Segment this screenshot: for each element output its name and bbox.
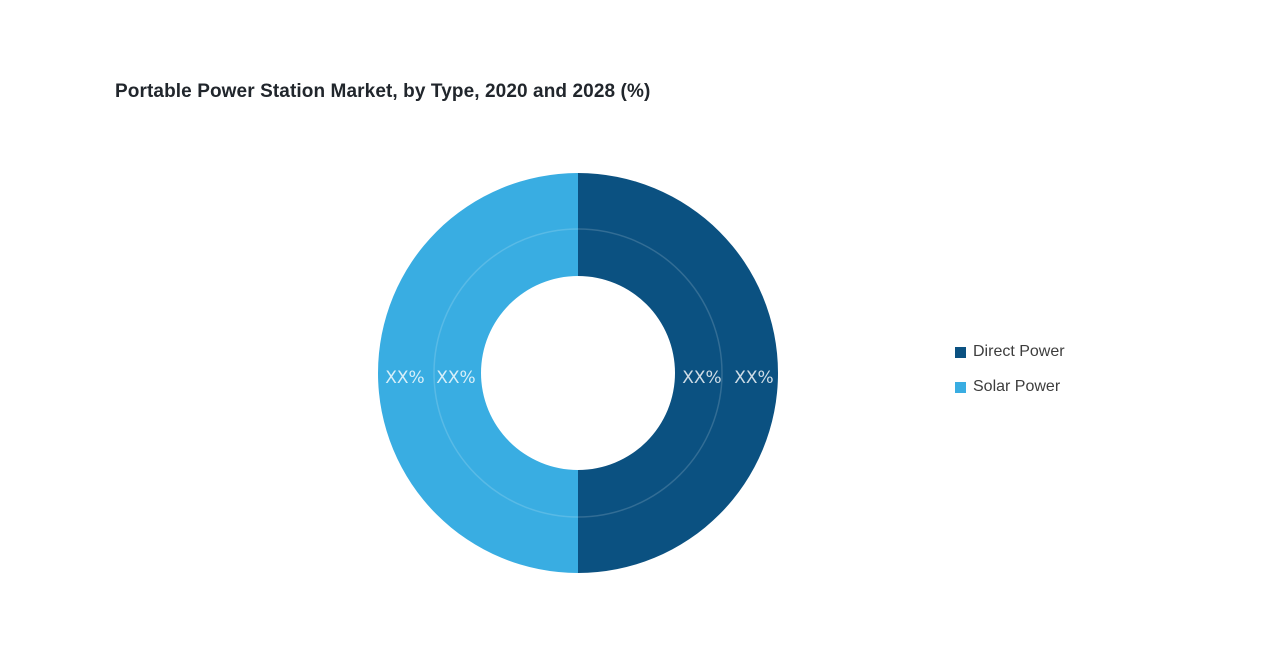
slice-label-inner-solar: XX% [436, 368, 475, 388]
slice-solar-power[interactable] [378, 173, 578, 573]
slice-label-outer-solar: XX% [385, 368, 424, 388]
legend-item-direct-power[interactable]: Direct Power [955, 343, 1065, 361]
slice-direct-power[interactable] [578, 173, 778, 573]
ring-divider [433, 228, 723, 518]
slice-label-inner-direct: XX% [682, 368, 721, 388]
chart-title: Portable Power Station Market, by Type, … [115, 81, 651, 102]
legend-swatch-solar-power [955, 381, 966, 393]
legend-swatch-direct-power [955, 346, 966, 358]
legend-item-solar-power[interactable]: Solar Power [955, 378, 1065, 396]
legend: Direct Power Solar Power [955, 343, 1065, 396]
legend-label-direct-power: Direct Power [973, 343, 1065, 360]
slice-label-outer-direct: XX% [734, 368, 773, 388]
legend-label-solar-power: Solar Power [973, 378, 1061, 395]
